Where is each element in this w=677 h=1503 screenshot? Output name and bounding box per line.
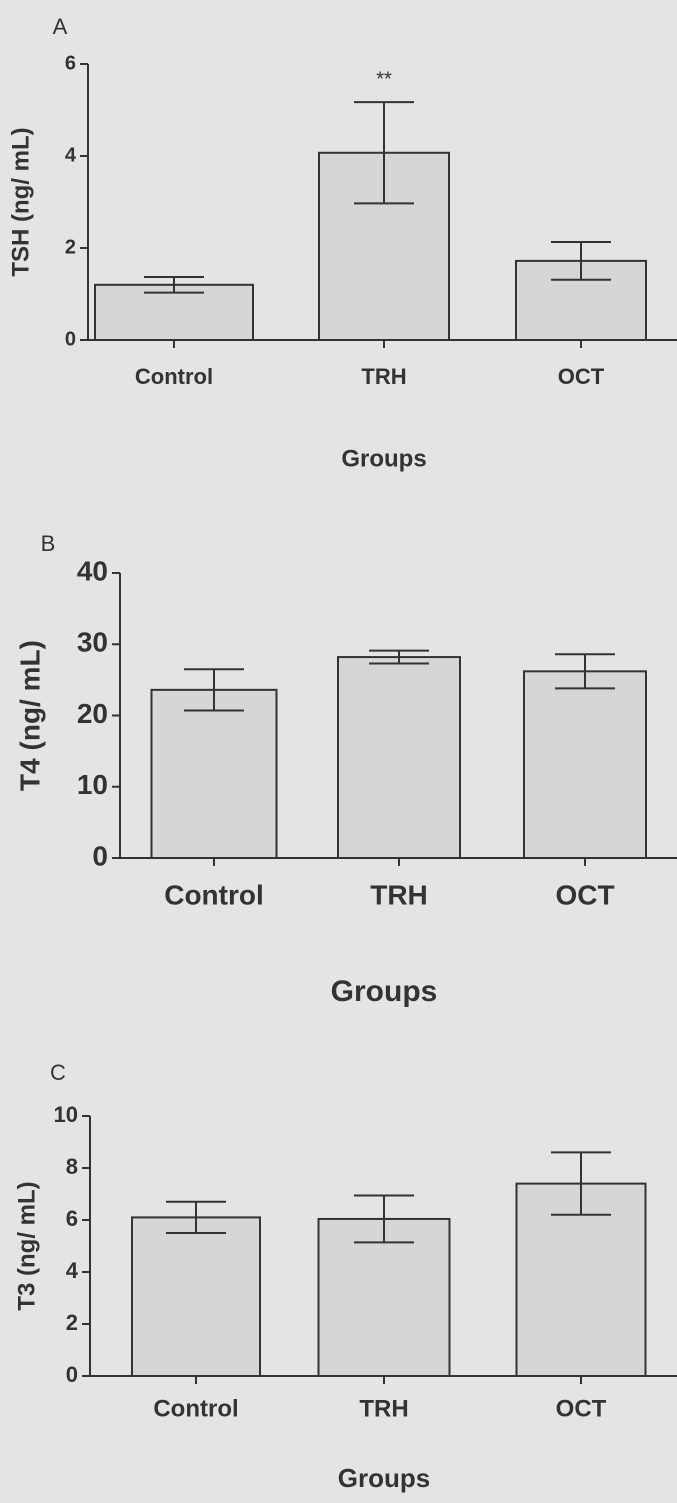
x-tick-label: TRH (370, 879, 428, 910)
y-tick-label: 10 (77, 769, 108, 800)
bar (131, 1216, 261, 1378)
error-bar (555, 653, 615, 690)
error-bar (166, 1200, 226, 1234)
error-bar (354, 1194, 414, 1244)
error-bar (144, 275, 204, 294)
x-tick-label: Control (153, 1395, 238, 1422)
panel-label: C (50, 1060, 66, 1085)
bar (150, 688, 278, 859)
x-tick-label: TRH (359, 1395, 408, 1422)
y-tick-label: 10 (54, 1102, 78, 1127)
y-tick-label: 0 (65, 328, 76, 350)
bar (337, 656, 461, 860)
y-axis-label: T4 (ng/ mL) (14, 640, 45, 791)
y-tick-label: 2 (65, 236, 76, 258)
y-tick-label: 30 (77, 627, 108, 658)
y-axis-label: TSH (ng/ mL) (7, 127, 34, 276)
panel-label: B (41, 531, 56, 556)
bar (523, 670, 647, 860)
error-bar (354, 101, 414, 205)
error-bar (369, 649, 429, 665)
y-tick-label: 2 (66, 1310, 78, 1335)
error-bar (551, 241, 611, 281)
x-tick-label: OCT (558, 364, 605, 389)
annotation: ** (376, 68, 392, 90)
x-tick-label: Control (164, 879, 264, 910)
bar (94, 283, 254, 341)
y-tick-label: 0 (92, 840, 108, 871)
bar (317, 1217, 451, 1377)
y-tick-label: 20 (77, 698, 108, 729)
y-tick-label: 4 (66, 1258, 79, 1283)
y-tick-label: 8 (66, 1154, 78, 1179)
panel-label: A (53, 14, 68, 39)
x-axis-label: Groups (331, 975, 438, 1008)
y-axis-label: T3 (ng/ mL) (13, 1181, 40, 1310)
x-axis-label: Groups (338, 1463, 430, 1493)
error-bar (184, 668, 244, 712)
x-axis-label: Groups (341, 445, 426, 472)
x-tick-label: TRH (361, 364, 406, 389)
error-bar (551, 1151, 611, 1216)
x-tick-label: OCT (555, 879, 614, 910)
y-tick-label: 40 (77, 555, 108, 586)
y-tick-label: 0 (66, 1362, 78, 1387)
y-tick-label: 4 (65, 144, 77, 166)
y-tick-label: 6 (66, 1206, 78, 1231)
x-tick-label: OCT (556, 1395, 607, 1422)
y-tick-label: 6 (65, 52, 76, 74)
x-tick-label: Control (135, 364, 213, 389)
